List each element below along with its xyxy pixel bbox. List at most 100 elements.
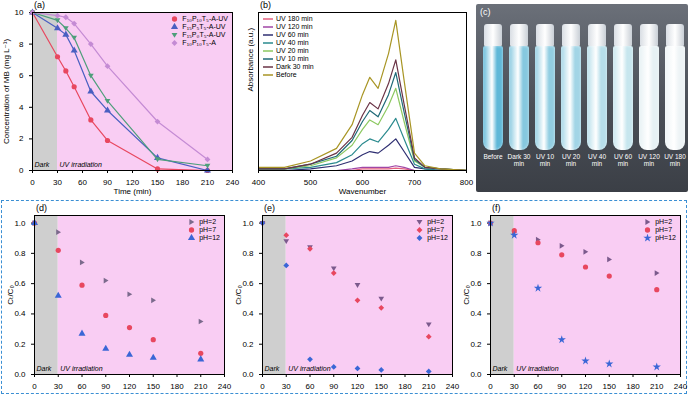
svg-text:0.4: 0.4 (14, 309, 26, 318)
svg-text:Concentration of MB (mg L⁻¹): Concentration of MB (mg L⁻¹) (2, 39, 11, 144)
svg-text:30: 30 (282, 382, 291, 391)
html-text:UV 180 min: UV 180 min (276, 15, 313, 22)
html-text:F₁₀P₁₀T₅-A-UV: F₁₀P₁₀T₅-A-UV (182, 15, 228, 22)
svg-text:4: 4 (19, 103, 24, 112)
svg-text:1.0: 1.0 (242, 219, 254, 228)
svg-text:120: 120 (123, 382, 137, 391)
svg-text:Dark: Dark (37, 365, 52, 372)
html-text:UV 20 min: UV 20 min (562, 153, 580, 167)
svg-text:600: 600 (355, 178, 370, 188)
svg-text:60: 60 (534, 382, 543, 391)
svg-text:UV irradiation: UV irradiation (60, 365, 103, 372)
svg-text:150: 150 (375, 382, 389, 391)
svg-text:0.2: 0.2 (14, 340, 26, 349)
svg-text:240: 240 (674, 382, 688, 391)
svg-text:Dark: Dark (265, 365, 280, 372)
svg-text:Cₜ/C₀: Cₜ/C₀ (6, 285, 15, 304)
html-text:(c): (c) (480, 7, 491, 17)
svg-text:90: 90 (329, 382, 338, 391)
svg-text:90: 90 (557, 382, 566, 391)
html-text:(f): (f) (492, 203, 501, 213)
svg-text:0.6: 0.6 (470, 279, 482, 288)
svg-text:240: 240 (446, 382, 460, 391)
svg-text:210: 210 (422, 382, 436, 391)
svg-text:60: 60 (78, 382, 87, 391)
html-text:F₁₅P₅T₅-A-UV: F₁₅P₅T₅-A-UV (182, 23, 226, 30)
html-text:F₁₅P₀T₅-A-UV: F₁₅P₀T₅-A-UV (182, 31, 226, 38)
svg-text:800: 800 (460, 178, 474, 187)
html-text:UV 120 min: UV 120 min (638, 153, 660, 167)
html-text:(b): (b) (260, 0, 271, 10)
html-text:F₁₀P₁₀T₅-A: F₁₀P₁₀T₅-A (182, 39, 216, 46)
svg-text:30: 30 (510, 382, 519, 391)
svg-text:UV irradiation: UV irradiation (516, 365, 559, 372)
svg-text:0.4: 0.4 (470, 309, 482, 318)
svg-text:8: 8 (19, 40, 24, 49)
svg-text:180: 180 (626, 382, 640, 391)
svg-text:210: 210 (194, 382, 208, 391)
svg-text:90: 90 (101, 382, 110, 391)
svg-text:180: 180 (176, 178, 190, 187)
svg-text:700: 700 (408, 178, 422, 187)
svg-text:0.8: 0.8 (242, 249, 254, 258)
svg-text:150: 150 (147, 382, 161, 391)
svg-text:0.0: 0.0 (470, 370, 482, 379)
svg-text:0.2: 0.2 (470, 340, 482, 349)
svg-text:150: 150 (603, 382, 617, 391)
html-text:(a): (a) (34, 0, 45, 10)
svg-text:0.6: 0.6 (242, 279, 254, 288)
svg-text:120: 120 (579, 382, 593, 391)
html-text:UV 60 min: UV 60 min (614, 153, 632, 167)
html-text:UV 10 min: UV 10 min (536, 153, 554, 167)
svg-text:180: 180 (398, 382, 412, 391)
svg-text:210: 210 (201, 178, 215, 187)
svg-text:UV irradiation: UV irradiation (60, 161, 103, 168)
svg-text:0: 0 (488, 382, 493, 391)
svg-text:90: 90 (103, 178, 112, 187)
svg-text:240: 240 (218, 382, 232, 391)
svg-text:120: 120 (125, 178, 140, 188)
svg-text:210: 210 (650, 382, 664, 391)
svg-text:60: 60 (78, 178, 87, 187)
html-text:UV 40 min: UV 40 min (588, 153, 606, 167)
svg-text:30: 30 (53, 178, 62, 187)
html-text:(e): (e) (264, 203, 275, 213)
html-text:UV 60 min: UV 60 min (276, 31, 309, 38)
svg-text:Wavenumber: Wavenumber (339, 187, 387, 196)
svg-text:2: 2 (19, 134, 24, 143)
svg-text:1.0: 1.0 (470, 219, 482, 228)
html-text:Dark 30 min: Dark 30 min (507, 153, 531, 167)
svg-text:Cₜ/C₀: Cₜ/C₀ (462, 285, 471, 304)
svg-text:1.0: 1.0 (14, 219, 26, 228)
html-text:UV 180 min: UV 180 min (664, 153, 686, 167)
html-text:UV 120 min: UV 120 min (276, 23, 313, 30)
svg-text:Absorbance (a.u.): Absorbance (a.u.) (246, 28, 255, 92)
svg-text:0: 0 (260, 382, 265, 391)
svg-text:150: 150 (151, 178, 165, 187)
svg-text:Time (min): Time (min) (114, 187, 152, 196)
svg-text:0: 0 (30, 178, 35, 187)
svg-text:0.0: 0.0 (242, 370, 254, 379)
svg-text:0: 0 (19, 166, 24, 175)
svg-text:120: 120 (351, 382, 365, 391)
svg-text:Dark: Dark (493, 365, 508, 372)
svg-text:0.8: 0.8 (14, 249, 26, 258)
svg-text:Dark: Dark (35, 161, 50, 168)
svg-text:240: 240 (226, 178, 240, 187)
svg-text:60: 60 (306, 382, 315, 391)
html-text:(d): (d) (36, 203, 47, 213)
svg-text:10: 10 (15, 8, 24, 17)
svg-text:0.2: 0.2 (242, 340, 254, 349)
svg-text:30: 30 (54, 382, 63, 391)
svg-text:0.0: 0.0 (14, 370, 26, 379)
svg-text:0.4: 0.4 (242, 309, 254, 318)
svg-text:0.8: 0.8 (470, 249, 482, 258)
svg-text:0: 0 (32, 382, 37, 391)
svg-text:Cₜ/C₀: Cₜ/C₀ (234, 285, 243, 304)
svg-text:UV irradiation: UV irradiation (288, 365, 331, 372)
svg-text:500: 500 (304, 178, 318, 187)
svg-text:0.6: 0.6 (14, 279, 26, 288)
svg-text:180: 180 (170, 382, 184, 391)
svg-text:400: 400 (252, 178, 266, 187)
svg-text:6: 6 (19, 71, 24, 80)
